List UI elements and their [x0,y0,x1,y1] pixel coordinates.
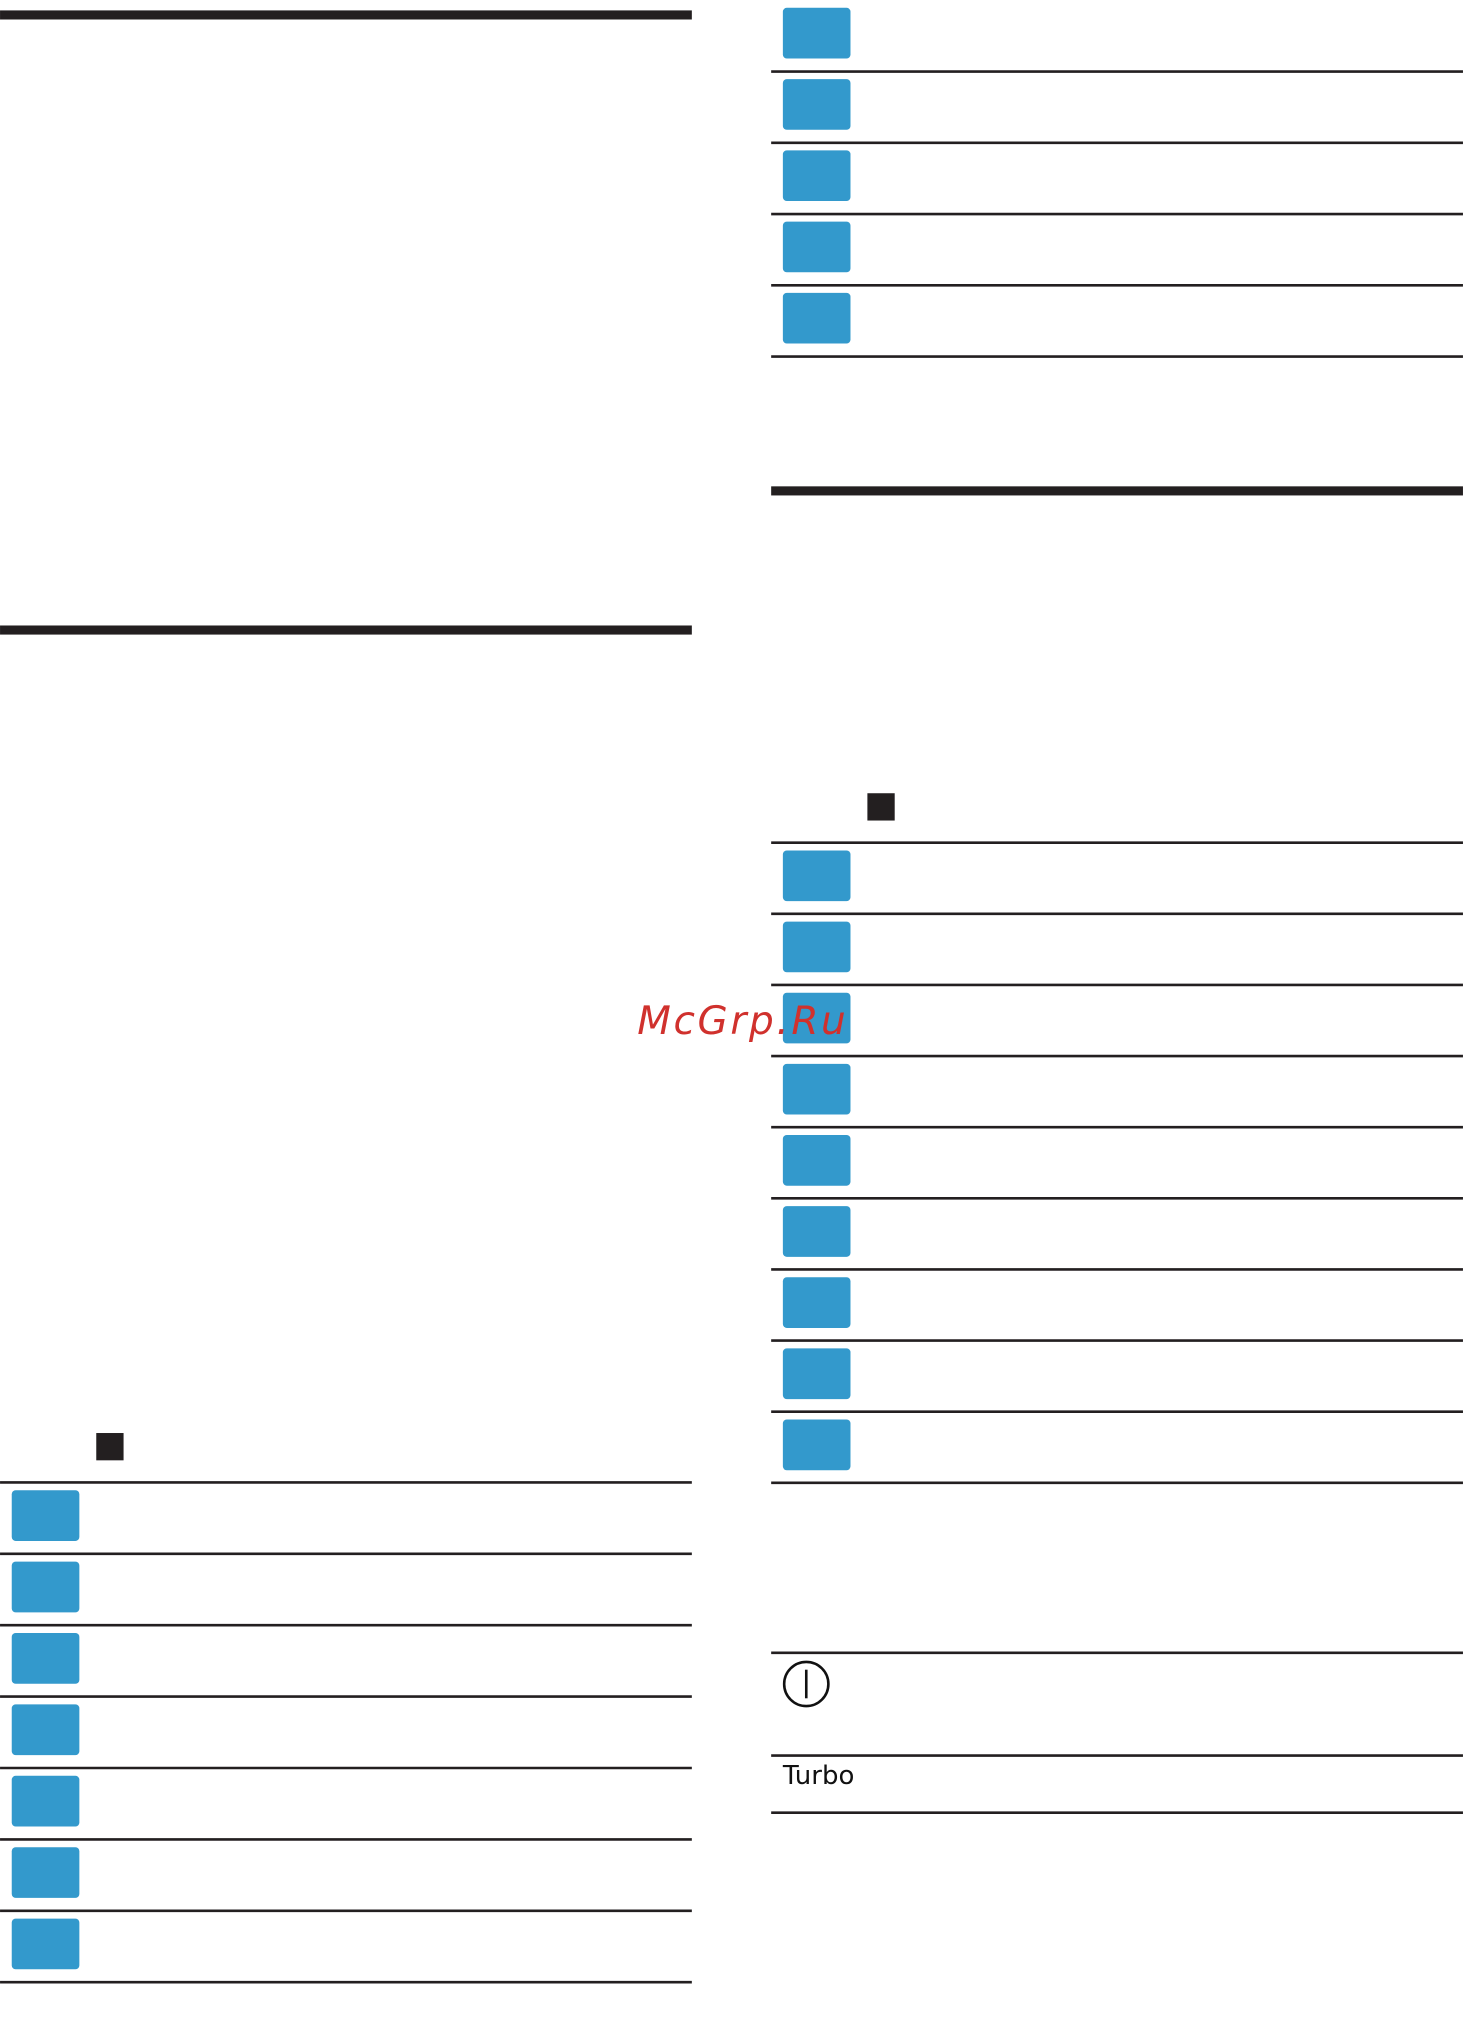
key-icon [11,1775,80,1827]
section-rule [771,486,1463,496]
key-icon [11,1633,80,1684]
key-icon [782,992,851,1044]
key-icon [11,1847,80,1898]
key-icon [782,1134,851,1186]
key-icon [11,1561,80,1613]
key-icon [782,7,851,59]
bullet-square [96,1433,124,1461]
power-icon [782,1660,830,1708]
section-rule [0,625,692,635]
section-rule [0,10,692,20]
key-icon [11,1704,80,1756]
key-icon [782,150,851,202]
key-icon [782,79,851,130]
bullet-square [867,793,895,821]
key-icon [782,292,851,344]
key-icon [782,850,851,902]
key-icon [782,1206,851,1257]
key-icon [11,1918,80,1970]
key-icon [782,1277,851,1328]
watermark: McGrp.Ru [637,999,848,1044]
layout [0,7,1463,1984]
key-icon [782,1348,851,1400]
key-icon [782,921,851,973]
key-icon [782,1063,851,1115]
turbo-label: Turbo [782,1761,855,1791]
key-icon [782,221,851,273]
key-icon [11,1490,80,1541]
key-icon [782,1419,851,1471]
